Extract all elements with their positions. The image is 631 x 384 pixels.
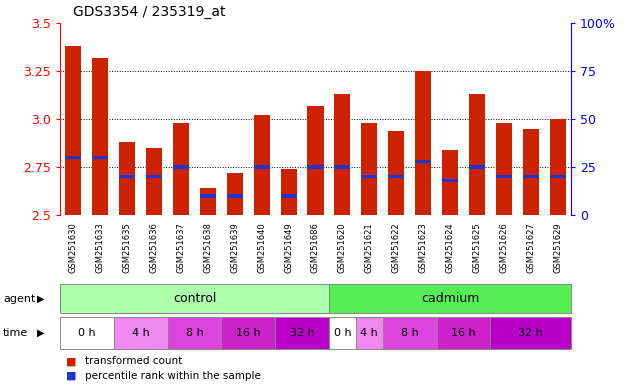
Bar (415, 71, 431, 215)
Text: 4 h: 4 h (360, 328, 378, 338)
Text: GSM251622: GSM251622 (392, 222, 401, 273)
Text: GSM251635: GSM251635 (122, 222, 132, 273)
Bar (66, 156, 81, 159)
Bar (496, 123, 512, 215)
Bar (92, 156, 109, 159)
Bar (168, 317, 221, 349)
Bar (437, 317, 490, 349)
Bar (388, 131, 404, 215)
Bar (275, 317, 329, 349)
Text: ▶: ▶ (37, 328, 44, 338)
Bar (356, 317, 383, 349)
Text: ▶: ▶ (37, 293, 44, 304)
Bar (254, 166, 270, 169)
Bar (307, 166, 324, 169)
Bar (200, 188, 216, 215)
Bar (469, 94, 485, 215)
Text: GSM251686: GSM251686 (311, 222, 320, 273)
Bar (383, 317, 437, 349)
Text: GSM251620: GSM251620 (338, 222, 347, 273)
Text: GSM251626: GSM251626 (499, 222, 509, 273)
Bar (469, 166, 485, 169)
Bar (361, 175, 377, 178)
Bar (334, 166, 350, 169)
Bar (221, 317, 275, 349)
Bar (550, 119, 565, 215)
Bar (146, 148, 162, 215)
Text: GSM251621: GSM251621 (365, 222, 374, 273)
Bar (496, 175, 512, 178)
Bar (490, 317, 571, 349)
Bar (146, 175, 162, 178)
Text: GSM251630: GSM251630 (69, 222, 78, 273)
Text: GDS3354 / 235319_at: GDS3354 / 235319_at (73, 5, 225, 19)
Bar (60, 317, 114, 349)
Text: GSM251627: GSM251627 (526, 222, 535, 273)
Bar (522, 175, 539, 178)
Text: 8 h: 8 h (401, 328, 418, 338)
Text: GSM251629: GSM251629 (553, 222, 562, 273)
Text: GSM251636: GSM251636 (150, 222, 158, 273)
Bar (119, 142, 135, 215)
Bar (119, 175, 135, 178)
Bar (173, 123, 189, 215)
Text: GSM251625: GSM251625 (473, 222, 481, 273)
Bar (227, 194, 243, 197)
Bar (200, 194, 216, 197)
Text: 32 h: 32 h (290, 328, 314, 338)
Text: 0 h: 0 h (334, 328, 351, 338)
Bar (329, 317, 356, 349)
Text: GSM251623: GSM251623 (418, 222, 428, 273)
Text: 0 h: 0 h (78, 328, 96, 338)
Bar (114, 317, 168, 349)
Text: GSM251649: GSM251649 (284, 222, 293, 273)
Text: 16 h: 16 h (451, 328, 476, 338)
Bar (522, 129, 539, 215)
Text: 32 h: 32 h (518, 328, 543, 338)
Bar (442, 150, 458, 215)
Text: transformed count: transformed count (85, 356, 182, 366)
Text: 4 h: 4 h (132, 328, 150, 338)
Bar (442, 179, 458, 182)
Text: cadmium: cadmium (421, 292, 479, 305)
Bar (92, 58, 109, 215)
Bar (173, 166, 189, 169)
Bar (388, 175, 404, 178)
Bar (227, 173, 243, 215)
Text: GSM251639: GSM251639 (230, 222, 239, 273)
Text: GSM251638: GSM251638 (203, 222, 213, 273)
Bar (254, 115, 270, 215)
Bar (281, 169, 297, 215)
Text: time: time (3, 328, 28, 338)
Bar (66, 46, 81, 215)
Text: ■: ■ (66, 371, 77, 381)
Text: 8 h: 8 h (186, 328, 203, 338)
Text: GSM251624: GSM251624 (445, 222, 454, 273)
Bar (307, 106, 324, 215)
Bar (415, 160, 431, 163)
Bar (329, 284, 571, 313)
Text: control: control (173, 292, 216, 305)
Bar (334, 94, 350, 215)
Bar (361, 123, 377, 215)
Bar (281, 194, 297, 197)
Text: GSM251633: GSM251633 (96, 222, 105, 273)
Bar (550, 175, 565, 178)
Text: GSM251637: GSM251637 (177, 222, 186, 273)
Text: 16 h: 16 h (236, 328, 261, 338)
Bar (60, 284, 329, 313)
Text: agent: agent (3, 293, 35, 304)
Text: ■: ■ (66, 356, 77, 366)
Text: percentile rank within the sample: percentile rank within the sample (85, 371, 261, 381)
Text: GSM251640: GSM251640 (257, 222, 266, 273)
